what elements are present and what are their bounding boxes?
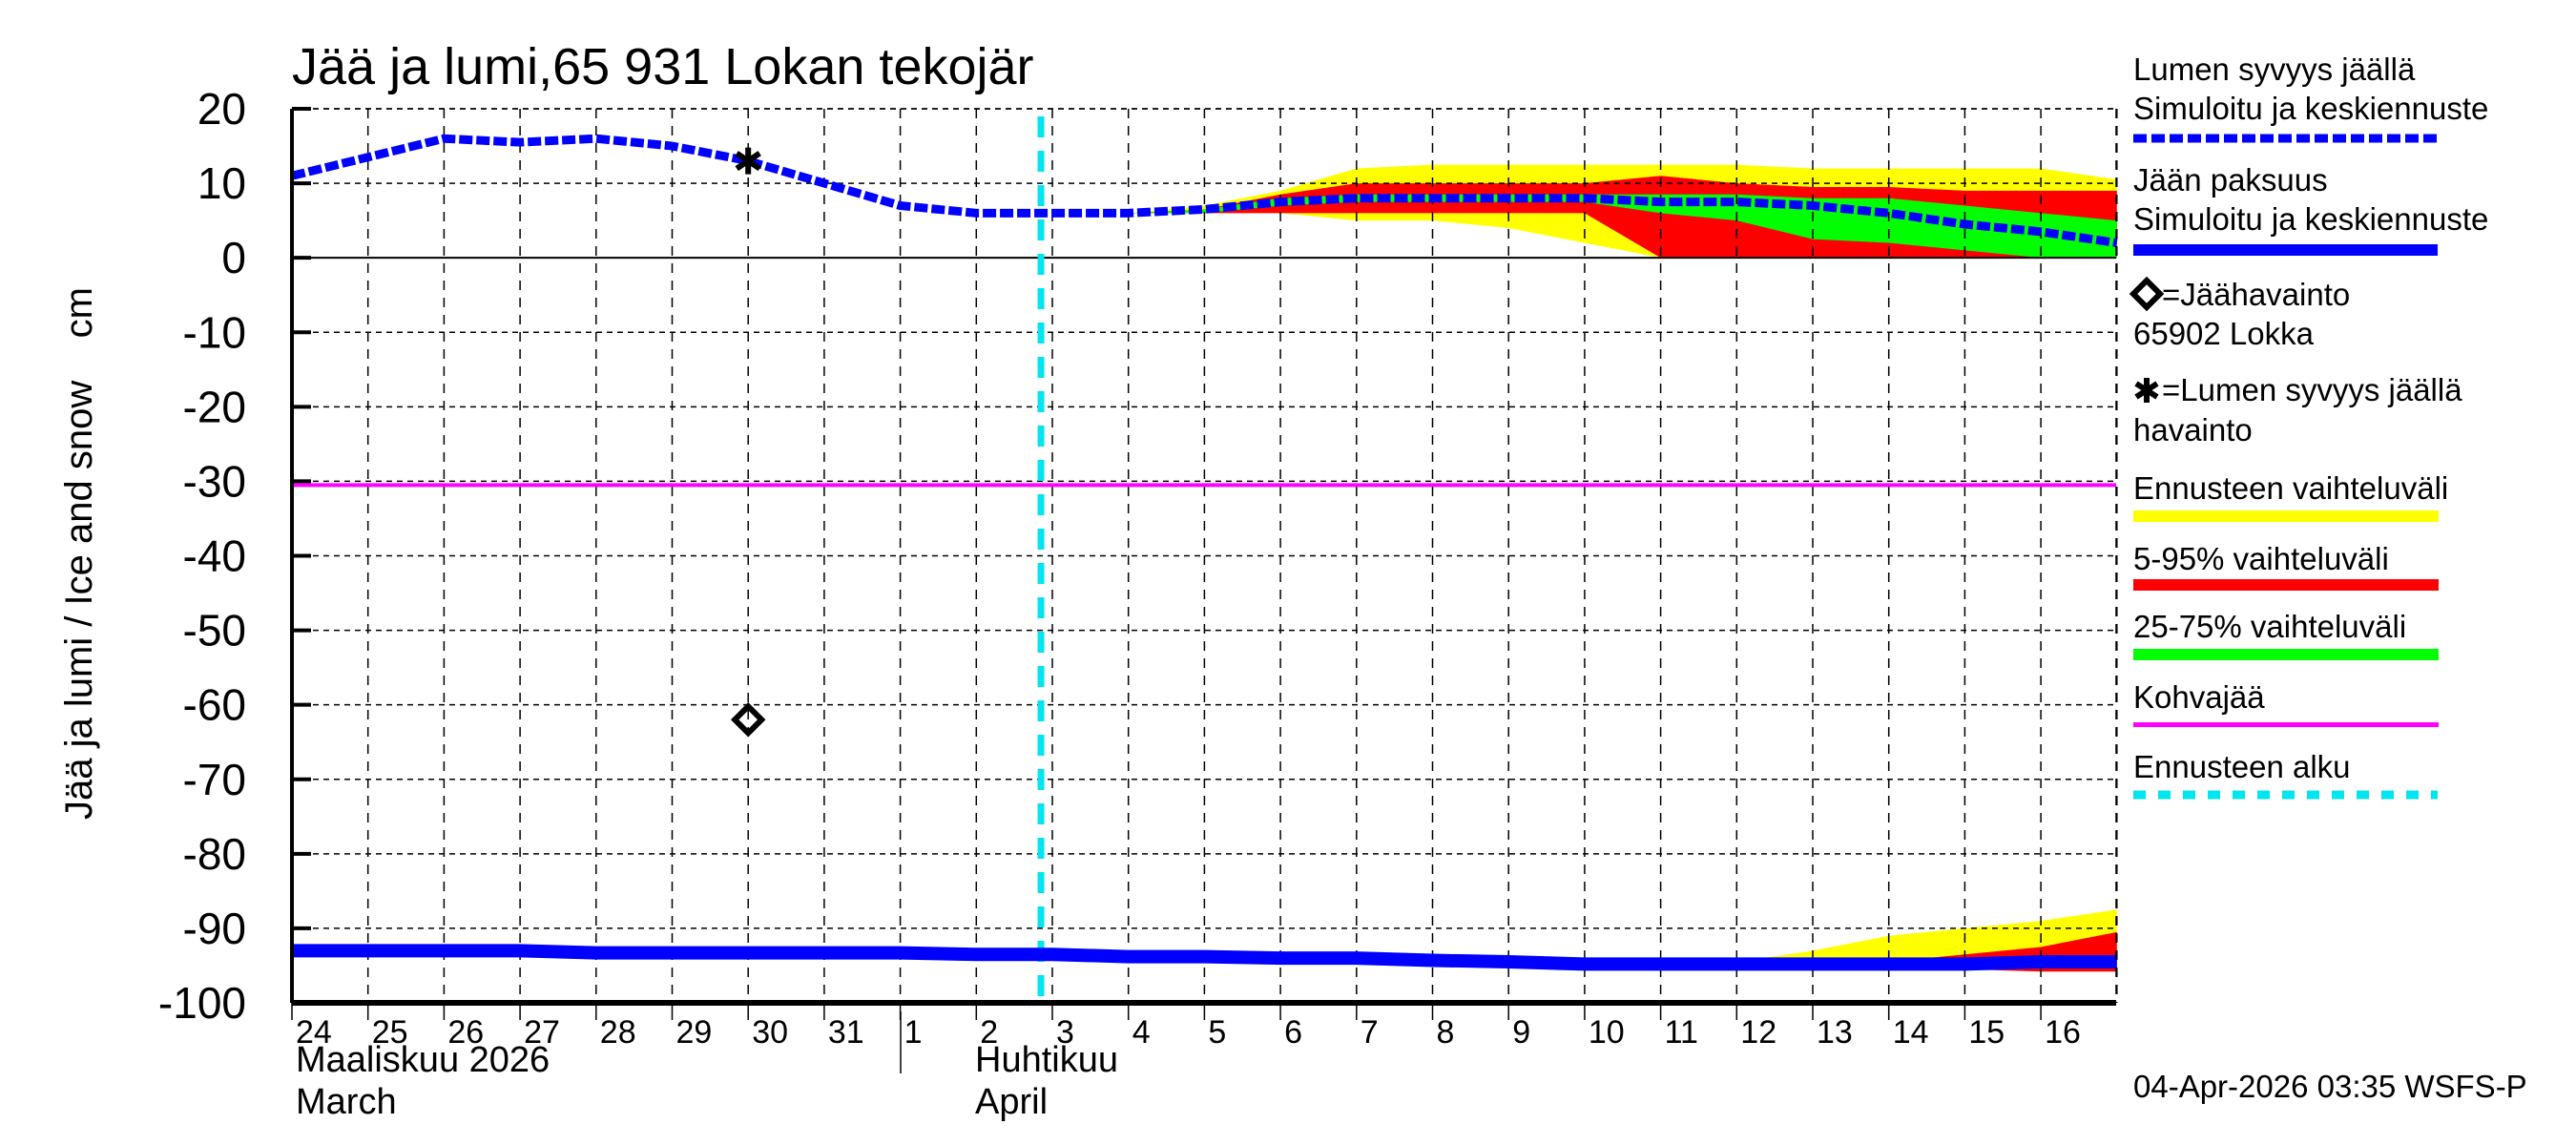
y-tick-label: -80 [183, 829, 246, 879]
ice-thickness-line [292, 944, 2117, 971]
x-tick-label: 8 [1437, 1014, 1455, 1051]
x-tick-label: 1 [904, 1014, 923, 1051]
month-april-en: April [975, 1082, 1048, 1122]
y-tick-label: -50 [183, 606, 246, 656]
x-tick-label: 12 [1740, 1014, 1776, 1051]
x-tick-label: 13 [1817, 1014, 1853, 1051]
legend-ice-obs-label-2: 65902 Lokka [2133, 316, 2315, 351]
y-tick-label: -40 [183, 531, 246, 581]
x-tick-label: 26 [447, 1014, 484, 1051]
x-tick-label: 16 [2045, 1014, 2081, 1051]
legend-range-5-95-swatch [2133, 579, 2439, 591]
snow-observation-asterisk [735, 147, 761, 175]
x-tick-label: 24 [296, 1014, 332, 1051]
x-tick-label: 4 [1132, 1014, 1151, 1051]
y-tick-label: -20 [183, 382, 246, 431]
x-tick-label: 30 [752, 1014, 788, 1051]
legend-ice-obs-label-1: =Jäähavainto [2162, 277, 2350, 312]
legend-snow-label-2: Simuloitu ja keskiennuste [2133, 91, 2488, 126]
y-tick-label: 20 [197, 84, 246, 134]
x-tick-label: 11 [1665, 1014, 1698, 1051]
y-tick-label: -90 [183, 904, 246, 953]
legend-range-5-95-label: 5-95% vaihteluväli [2133, 541, 2389, 576]
x-tick-label: 6 [1284, 1014, 1302, 1051]
legend-snow-obs-label-1: =Lumen syvyys jäällä [2162, 372, 2462, 407]
x-tick-label: 25 [372, 1014, 408, 1051]
y-tick-label: -100 [158, 978, 246, 1028]
x-tick-label: 9 [1512, 1014, 1530, 1051]
x-tick-label: 27 [524, 1014, 560, 1051]
month-march-fi: Maaliskuu 2026 [296, 1040, 550, 1080]
chart-title: Jää ja lumi,65 931 Lokan tekojär [292, 38, 1034, 95]
asterisk-marker-icon [2134, 378, 2159, 403]
y-tick-label: -10 [183, 307, 246, 357]
month-april-fi: Huhtikuu [975, 1040, 1118, 1080]
diamond-marker-icon [2129, 276, 2165, 312]
data-series [290, 116, 2118, 1003]
footer-timestamp: 04-Apr-2026 03:35 WSFS-P [2133, 1069, 2527, 1104]
y-axis-label: Jää ja lumi / Ice and snow cm [58, 287, 100, 820]
x-tick-label: 29 [676, 1014, 713, 1051]
plot-area [290, 108, 2118, 1004]
legend: Lumen syvyys jäällä Simuloitu ja keskien… [2129, 52, 2488, 800]
legend-range-all-swatch [2133, 510, 2439, 522]
snow-depth-line [290, 134, 2118, 248]
month-march-en: March [296, 1082, 397, 1122]
legend-range-25-75-label: 25-75% vaihteluväli [2133, 609, 2406, 644]
x-tick-label: 2 [980, 1014, 998, 1051]
legend-ice-label-1: Jään paksuus [2133, 162, 2328, 198]
x-tick-label: 28 [600, 1014, 636, 1051]
legend-kohvajaa-swatch [2133, 722, 2439, 727]
legend-range-all-label: Ennusteen vaihteluväli [2133, 470, 2448, 506]
y-tick-label: 0 [221, 233, 246, 282]
legend-ice-label-2: Simuloitu ja keskiennuste [2133, 201, 2488, 237]
ice-observation-diamond [730, 702, 766, 738]
legend-forecast-start-label: Ennusteen alku [2133, 749, 2351, 784]
y-tick-label: -60 [183, 680, 246, 730]
x-tick-label: 5 [1208, 1014, 1226, 1051]
legend-snow-obs-label-2: havainto [2133, 412, 2253, 448]
x-tick-label: 7 [1361, 1014, 1379, 1051]
legend-range-25-75-swatch [2133, 649, 2439, 660]
y-tick-label: -70 [183, 755, 246, 804]
grid-lines [292, 108, 2118, 1004]
y-tick-label: 10 [197, 158, 246, 208]
forecast-bands [1128, 164, 2117, 972]
y-tick-label: -30 [183, 456, 246, 506]
x-tick-label: 3 [1056, 1014, 1074, 1051]
legend-kohvajaa-label: Kohvajää [2133, 679, 2265, 715]
x-tick-label: 15 [1968, 1014, 2005, 1051]
x-tick-label: 31 [828, 1014, 864, 1051]
x-tick-label: 10 [1589, 1014, 1625, 1051]
legend-snow-label-1: Lumen syvyys jäällä [2133, 52, 2416, 87]
x-tick-label: 14 [1893, 1014, 1929, 1051]
